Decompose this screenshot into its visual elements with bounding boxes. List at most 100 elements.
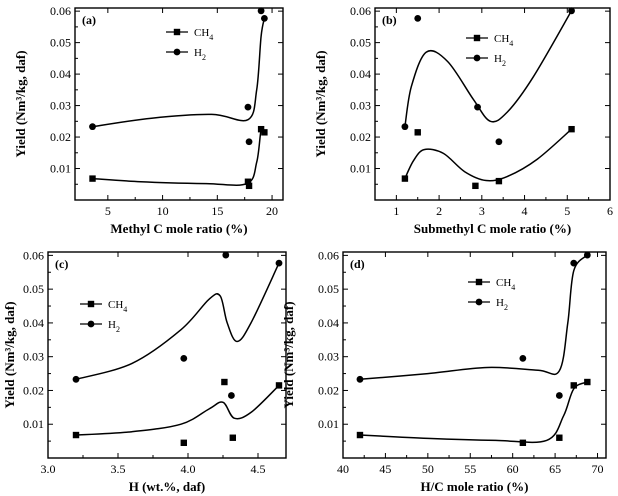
panel-label: (d) [350,257,365,271]
legend-marker [475,298,483,306]
x-tick-label: 4.0 [181,462,196,476]
data-point [584,378,591,386]
y-tick-label: 0.02 [318,383,339,397]
data-point [261,129,268,136]
x-tick-label: 15 [211,204,223,218]
chart-panel-2: 1 2 3 4 5 6 0.01 0.02 0.03 0.04 0.05 0.06 (b) Submeth… [313,4,613,236]
data-point [221,378,228,386]
chart-panel-3: 3.0 3.5 4.0 4.5 0.01 0.02 0.03 0.04 0.05 0.06 (c) H… [2,248,287,494]
x-tick-label: 4.5 [251,462,266,476]
data-point [495,138,503,146]
x-tick-label: 50 [422,462,434,476]
data-point [414,14,422,22]
chart-panel-1: 5 10 15 20 0.01 0.02 0.03 0.04 0.05 0.06 (a) Methyl… [13,4,284,236]
data-point [570,382,577,389]
y-tick-label: 0.03 [50,99,71,113]
data-point [519,354,527,362]
x-tick-label: 6 [607,204,613,218]
data-point [570,259,578,267]
y-axis-label: Yield (Nm³/kg, daf) [281,301,296,408]
data-point [257,7,265,15]
x-tick-label: 3 [479,204,485,218]
y-tick-label: 0.05 [50,36,71,50]
plot-frame [74,7,284,201]
legend-label: H2 [496,297,508,312]
legend-label: H2 [494,53,506,68]
data-point [72,431,80,439]
x-tick-label: 5 [105,204,111,218]
series-h2 [89,7,268,146]
y-axis-label: Yield (Nm³/kg, daf) [2,301,17,408]
fit-curve [92,18,266,128]
series-h2 [401,7,575,146]
y-tick-label: 0.04 [23,316,44,330]
data-point [222,251,230,259]
y-tick-label: 0.02 [50,130,71,144]
plot-frame [342,251,607,459]
series-ch4 [72,378,283,447]
x-tick-label: 65 [549,462,561,476]
y-tick-label: 0.06 [350,4,371,18]
x-tick-label: 20 [266,204,278,218]
data-point [275,259,283,267]
fit-curve [75,262,280,381]
x-tick-label: 2 [436,204,442,218]
legend-marker [473,54,481,62]
plot-frame [374,7,611,201]
data-point [495,177,503,185]
x-tick-label: 3.5 [111,462,126,476]
x-axis-label: H/C mole ratio (%) [421,479,529,494]
y-tick-label: 0.02 [23,383,44,397]
x-tick-label: 4 [522,204,528,218]
data-point [556,434,563,441]
y-tick-label: 0.04 [50,67,71,81]
legend-label: CH4 [194,27,213,42]
y-tick-label: 0.01 [350,162,371,176]
x-tick-label: 60 [507,462,519,476]
y-tick-label: 0.05 [350,36,371,50]
y-tick-label: 0.03 [350,99,371,113]
legend-label: H2 [194,47,206,62]
series-ch4 [401,125,575,190]
x-tick-label: 45 [379,462,391,476]
y-tick-label: 0.06 [318,248,339,262]
x-tick-label: 1 [393,204,399,218]
y-axis-label: Yield (Nm³/kg, daf) [313,50,328,157]
data-point [583,251,591,259]
data-point [244,178,252,185]
data-point [180,354,188,362]
data-point [229,434,236,441]
data-point [244,103,252,111]
y-tick-label: 0.01 [50,162,71,176]
data-point [180,439,187,447]
data-point [474,103,481,111]
y-axis-label: Yield (Nm³/kg, daf) [13,50,28,157]
chart-panel-4: 40 45 50 55 60 65 70 0.01 0.02 0.03 0.04 0.05 0.06 (d… [281,248,607,494]
y-tick-label: 0.06 [23,248,44,262]
legend-marker [173,48,181,56]
fit-curve [359,381,588,444]
data-point [568,125,575,133]
x-tick-label: 55 [464,462,476,476]
data-point [555,392,563,399]
data-point [245,182,253,190]
x-axis-label: Submethyl C mole ratio (%) [414,221,571,236]
legend-marker [87,300,95,308]
panel-label: (c) [55,257,68,271]
data-point [414,129,421,136]
data-point [257,125,265,133]
data-point [260,14,268,22]
legend-marker [87,320,95,328]
legend-marker [173,28,181,36]
fit-curve [359,254,588,381]
data-point [89,123,96,131]
y-tick-label: 0.04 [350,67,371,81]
y-tick-label: 0.03 [318,350,339,364]
panel-label: (a) [82,13,96,27]
data-point [245,138,253,146]
fit-curve [92,127,266,187]
y-tick-label: 0.05 [23,282,44,296]
series-h2 [72,251,283,399]
x-tick-label: 70 [592,462,604,476]
data-point [356,375,364,383]
